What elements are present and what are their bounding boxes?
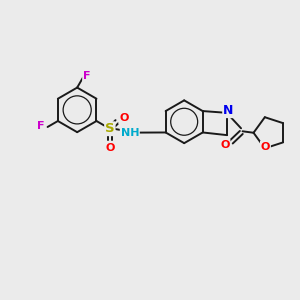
Text: O: O (105, 143, 115, 153)
Text: N: N (223, 104, 233, 117)
Text: NH: NH (121, 128, 139, 138)
Text: F: F (83, 71, 90, 81)
Text: O: O (261, 142, 270, 152)
Text: S: S (105, 122, 115, 135)
Text: F: F (37, 122, 45, 131)
Text: O: O (220, 140, 230, 150)
Text: O: O (119, 113, 128, 123)
